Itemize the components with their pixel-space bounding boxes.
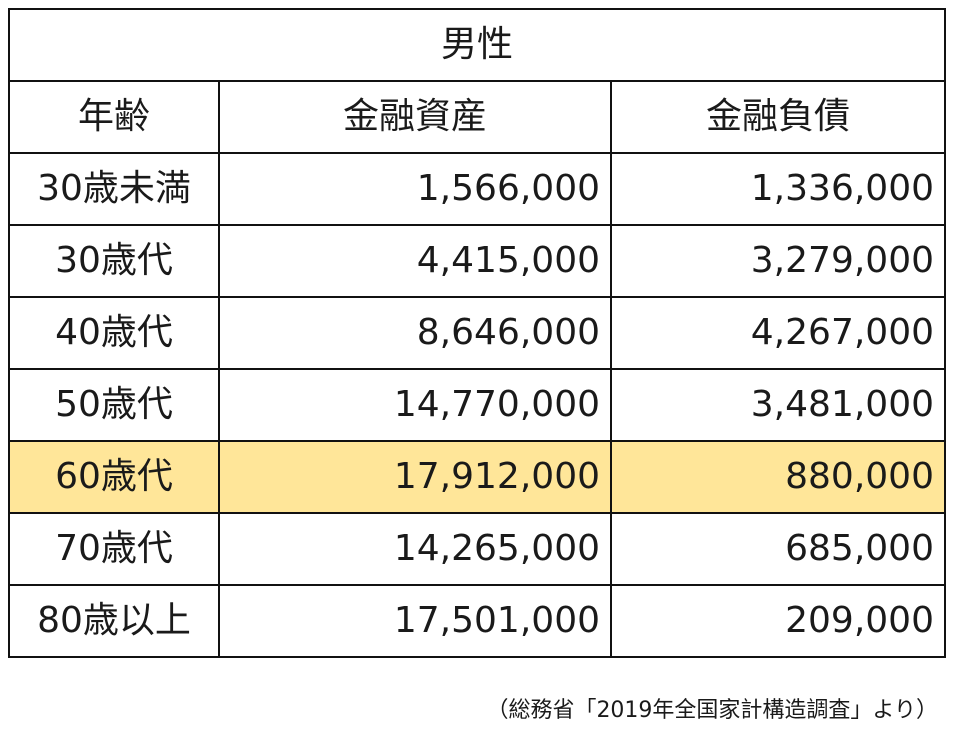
cell-assets: 1,566,000 — [218, 152, 612, 226]
cell-liabilities: 685,000 — [610, 512, 946, 586]
cell-assets: 17,912,000 — [218, 440, 612, 514]
source-note: （総務省「2019年全国家計構造調査」より） — [486, 698, 938, 723]
header-age: 年齢 — [8, 80, 220, 154]
cell-assets: 17,501,000 — [218, 584, 612, 658]
cell-age: 30歳代 — [8, 224, 220, 298]
cell-age: 50歳代 — [8, 368, 220, 442]
cell-liabilities: 3,279,000 — [610, 224, 946, 298]
table-row: 40歳代 8,646,000 4,267,000 — [8, 296, 946, 370]
table-row: 80歳以上 17,501,000 209,000 — [8, 584, 946, 658]
table-row: 30歳未満 1,566,000 1,336,000 — [8, 152, 946, 226]
cell-assets: 8,646,000 — [218, 296, 612, 370]
table-row: 50歳代 14,770,000 3,481,000 — [8, 368, 946, 442]
cell-assets: 14,265,000 — [218, 512, 612, 586]
header-row: 年齢 金融資産 金融負債 — [8, 80, 946, 154]
header-assets: 金融資産 — [218, 80, 612, 154]
cell-liabilities: 1,336,000 — [610, 152, 946, 226]
cell-assets: 14,770,000 — [218, 368, 612, 442]
cell-age: 80歳以上 — [8, 584, 220, 658]
cell-liabilities: 3,481,000 — [610, 368, 946, 442]
cell-assets: 4,415,000 — [218, 224, 612, 298]
cell-liabilities: 209,000 — [610, 584, 946, 658]
cell-age: 40歳代 — [8, 296, 220, 370]
cell-age: 30歳未満 — [8, 152, 220, 226]
table-row: 70歳代 14,265,000 685,000 — [8, 512, 946, 586]
cell-age: 70歳代 — [8, 512, 220, 586]
financial-table: 男性 年齢 金融資産 金融負債 30歳未満 1,566,000 1,336,000 3… — [8, 8, 946, 658]
table-row: 60歳代 17,912,000 880,000 — [8, 440, 946, 514]
cell-liabilities: 4,267,000 — [610, 296, 946, 370]
table-title: 男性 — [8, 8, 946, 82]
cell-age: 60歳代 — [8, 440, 220, 514]
table-row: 30歳代 4,415,000 3,279,000 — [8, 224, 946, 298]
header-liabilities: 金融負債 — [610, 80, 946, 154]
title-row: 男性 — [8, 8, 946, 82]
financial-table-container: 男性 年齢 金融資産 金融負債 30歳未満 1,566,000 1,336,000 3… — [8, 8, 946, 658]
cell-liabilities: 880,000 — [610, 440, 946, 514]
